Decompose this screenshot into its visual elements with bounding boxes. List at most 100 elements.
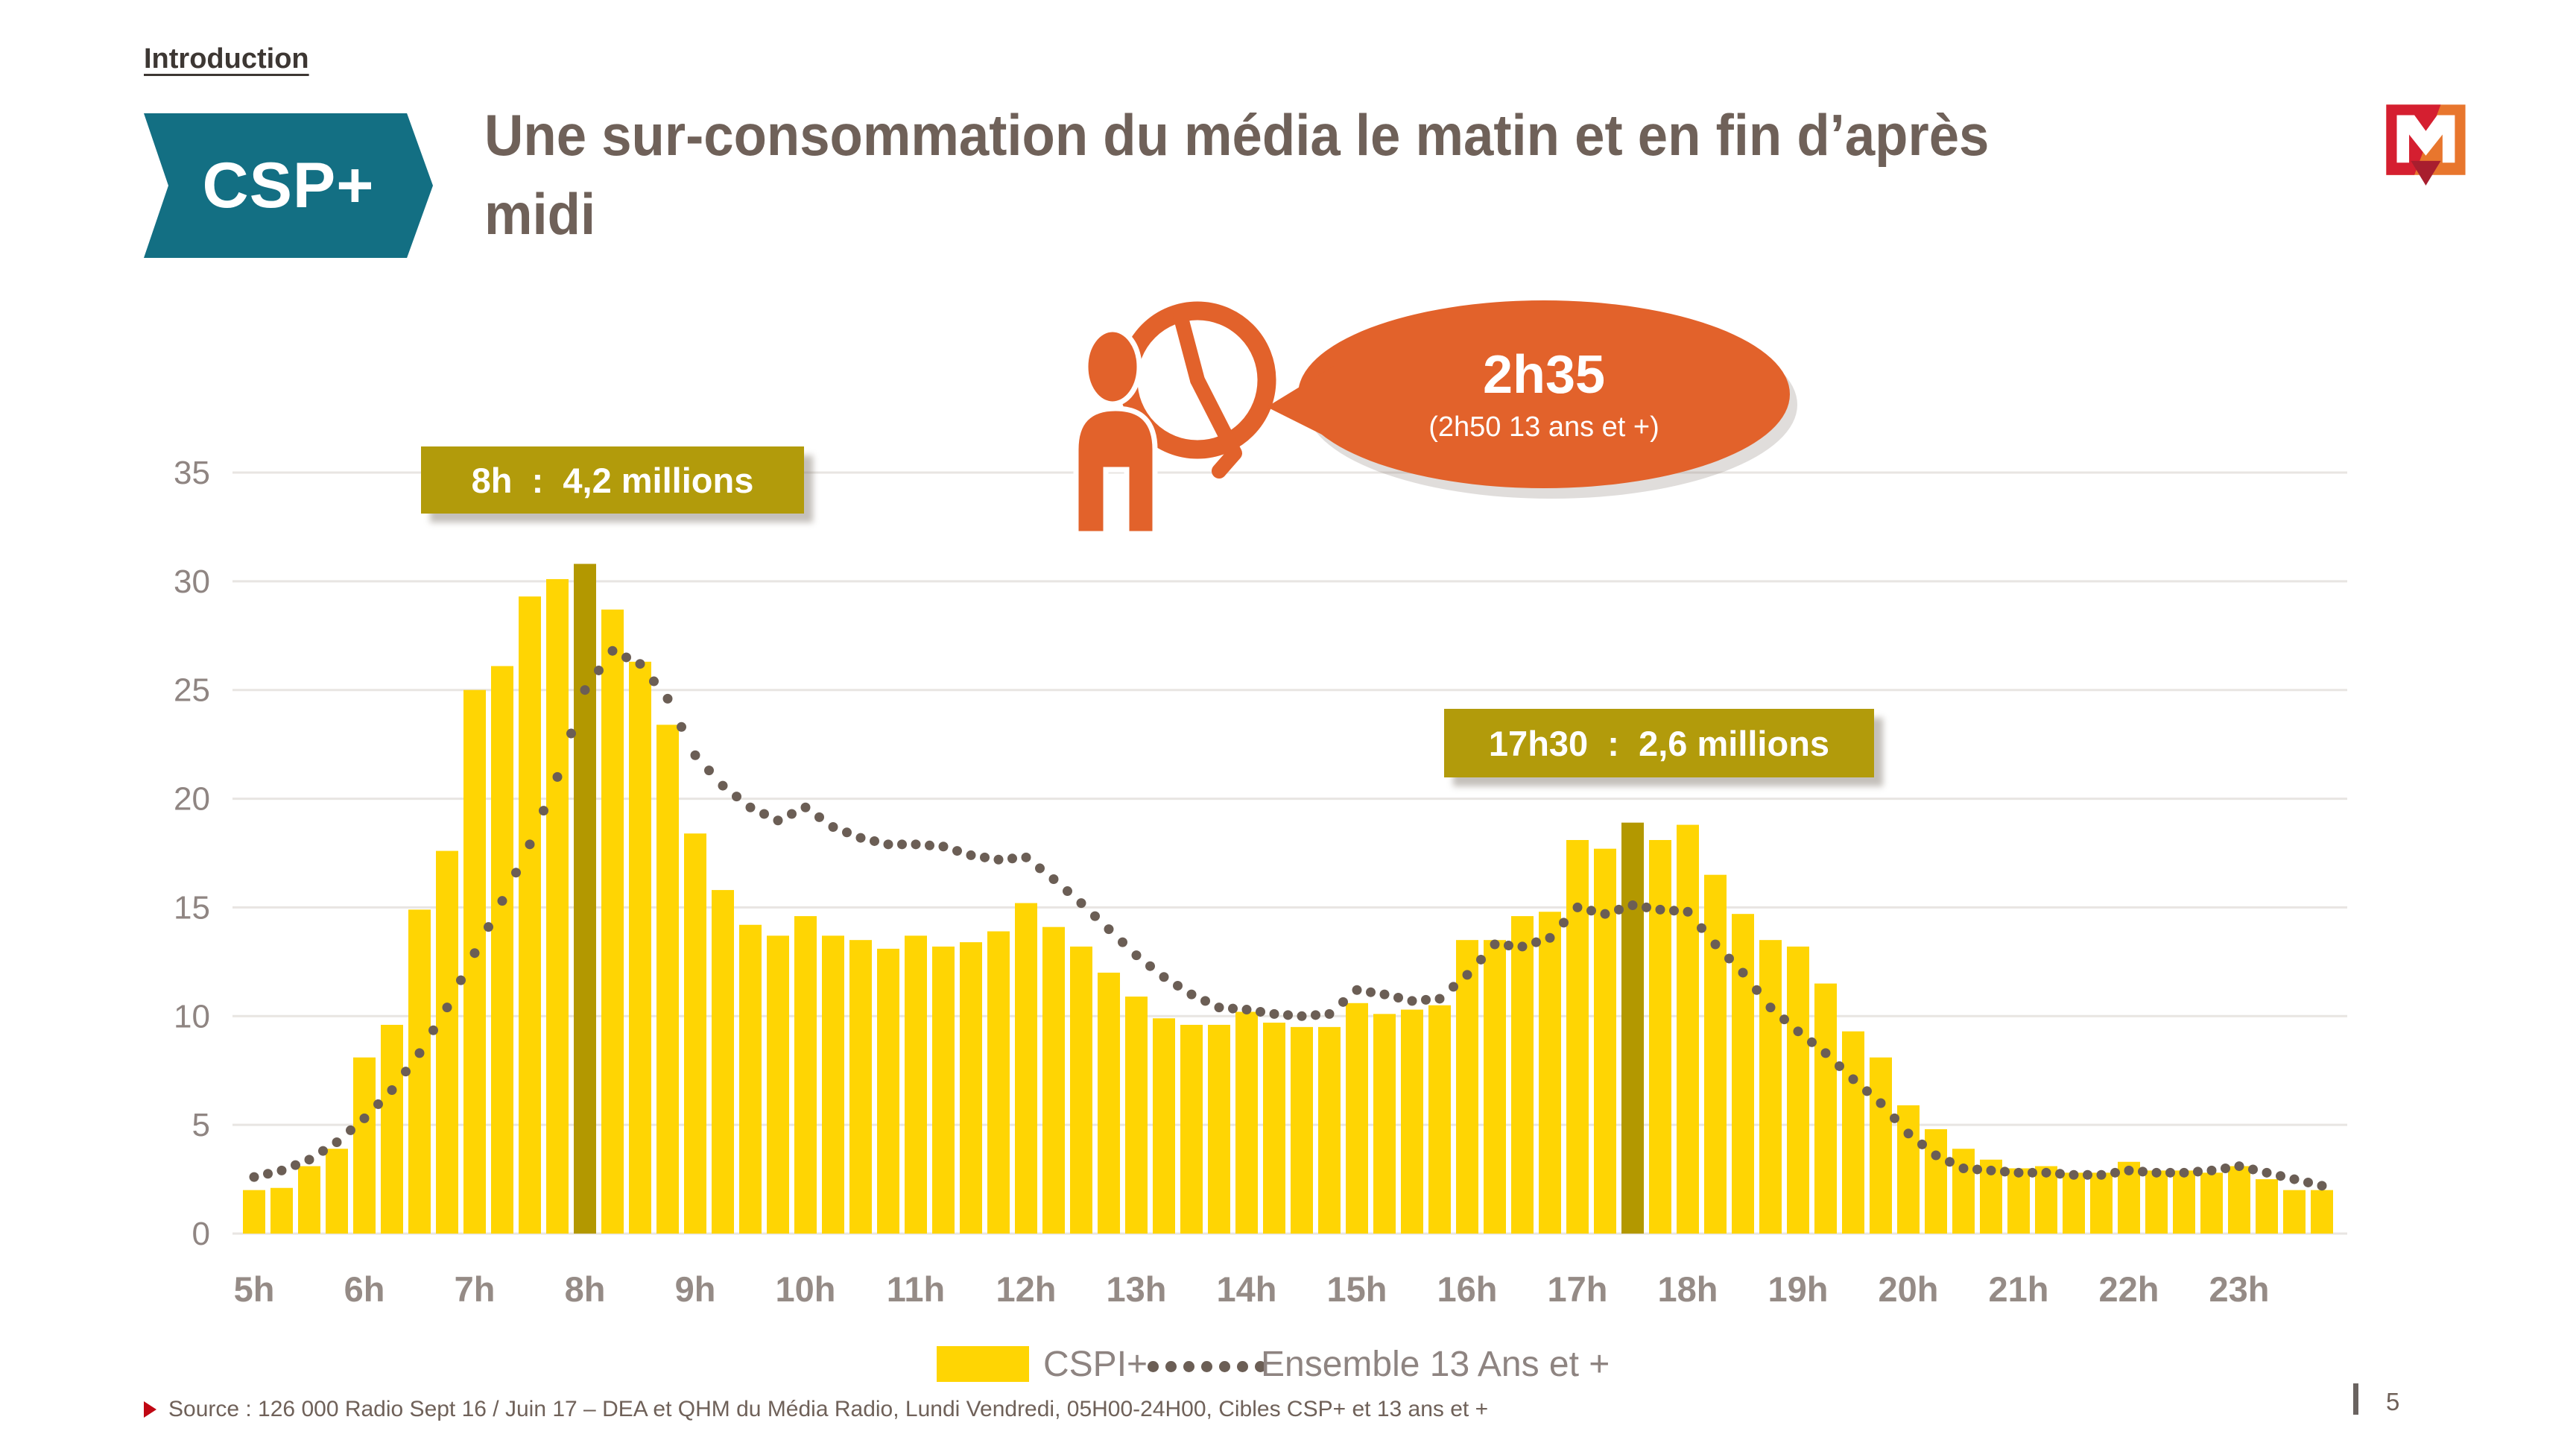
dot (1283, 1010, 1293, 1020)
bar-quarter-66 (2063, 1172, 2085, 1234)
dot (911, 839, 921, 850)
dot (1269, 1008, 1279, 1019)
x-hour-label: 14h (1217, 1269, 1277, 1309)
page-number: 5 (2386, 1388, 2400, 1415)
dot (938, 842, 949, 852)
dot (1614, 904, 1624, 915)
dot (2041, 1167, 2051, 1178)
dot (469, 948, 480, 959)
dot (1214, 1003, 1224, 1013)
x-hour-label: 18h (1658, 1269, 1718, 1309)
slide-title-line2: midi (484, 181, 596, 247)
bar-quarter-25 (932, 946, 955, 1234)
bar-quarter-30 (1070, 946, 1092, 1234)
dot (511, 868, 521, 878)
person-head (1083, 326, 1142, 407)
bar-quarter-60 (1897, 1105, 1920, 1234)
section-eyebrow: Introduction (144, 43, 309, 75)
dot (773, 815, 783, 826)
bar-quarter-59 (1870, 1057, 1892, 1234)
dot (1007, 853, 1017, 864)
bar-quarter-53 (1704, 874, 1727, 1234)
bar-quarter-9 (491, 666, 513, 1234)
dot (276, 1165, 287, 1175)
dot (1241, 1005, 1252, 1015)
bar-quarter-20 (794, 916, 817, 1234)
bar-quarter-29 (1042, 926, 1065, 1234)
bar-quarter-49 (1594, 848, 1616, 1234)
y-tick-label: 10 (174, 998, 210, 1035)
dot (1434, 994, 1445, 1004)
dot (2234, 1161, 2244, 1172)
dot (1545, 932, 1555, 943)
dot (1986, 1165, 1996, 1175)
bar-quarter-10 (519, 596, 541, 1234)
dot (1752, 985, 1762, 995)
dot (428, 1025, 438, 1035)
dot (2179, 1167, 2189, 1178)
bar-quarter-67 (2090, 1172, 2113, 1234)
bar-quarter-57 (1814, 983, 1837, 1234)
bar-quarter-22 (849, 940, 872, 1234)
dot (1517, 941, 1528, 952)
dot (1393, 992, 1403, 1003)
bar-quarter-14 (629, 661, 651, 1234)
dot (842, 827, 852, 838)
bar-quarter-19 (767, 935, 789, 1234)
source-text: Source : 126 000 Radio Sept 16 / Juin 17… (168, 1397, 1489, 1421)
bar-quarter-18 (739, 924, 762, 1234)
dot (1862, 1086, 1872, 1096)
bar-quarter-7 (436, 850, 458, 1234)
legend-bar-swatch (937, 1346, 1029, 1382)
dot (1876, 1098, 1886, 1108)
dot (1738, 967, 1748, 978)
dot (346, 1125, 355, 1135)
dot (249, 1172, 259, 1182)
bar-quarter-2 (298, 1166, 320, 1234)
dot (1807, 1037, 1817, 1047)
dot (1848, 1074, 1858, 1084)
dot (304, 1155, 314, 1165)
dot (1063, 886, 1072, 897)
x-hour-label: 11h (887, 1269, 945, 1309)
dot (539, 806, 548, 816)
bar-quarter-56 (1787, 946, 1809, 1234)
dot (1958, 1163, 1969, 1173)
dot (855, 833, 866, 843)
dot (1972, 1164, 1982, 1175)
y-tick-label: 25 (174, 672, 210, 709)
page-number-separator (2353, 1383, 2358, 1415)
dot (2000, 1166, 2010, 1177)
dot (1559, 918, 1569, 928)
y-tick-label: 15 (174, 889, 210, 926)
x-hour-label: 19h (1768, 1269, 1829, 1309)
clock-hand-hour (1190, 373, 1242, 479)
bar-quarter-37 (1263, 1023, 1285, 1234)
dot (1669, 906, 1679, 916)
dot (1324, 1008, 1335, 1019)
dot (1903, 1128, 1914, 1139)
dot (594, 665, 604, 675)
bar-quarter-55 (1759, 940, 1782, 1234)
bar-quarter-3 (326, 1149, 348, 1234)
logo-m-letter (2396, 115, 2455, 163)
dot (566, 728, 576, 739)
dot (1228, 1003, 1238, 1014)
dot (497, 896, 507, 906)
clock-hand-minute (1173, 308, 1205, 388)
bar-quarter-21 (822, 935, 844, 1234)
bar-quarter-73 (2256, 1179, 2278, 1234)
dot (814, 812, 824, 822)
dot (332, 1137, 342, 1147)
bar-quarter-39 (1318, 1026, 1341, 1234)
slide-title-line1: Une sur-consommation du média le matin e… (484, 102, 1990, 168)
bar-quarter-31 (1098, 972, 1120, 1234)
person-clock-icon (1049, 274, 1306, 544)
dot (1021, 852, 1031, 862)
dot (1338, 997, 1348, 1007)
dot (2206, 1165, 2217, 1175)
dot (1311, 1010, 1320, 1020)
dot (1159, 972, 1169, 982)
bar-quarter-6 (408, 909, 431, 1234)
